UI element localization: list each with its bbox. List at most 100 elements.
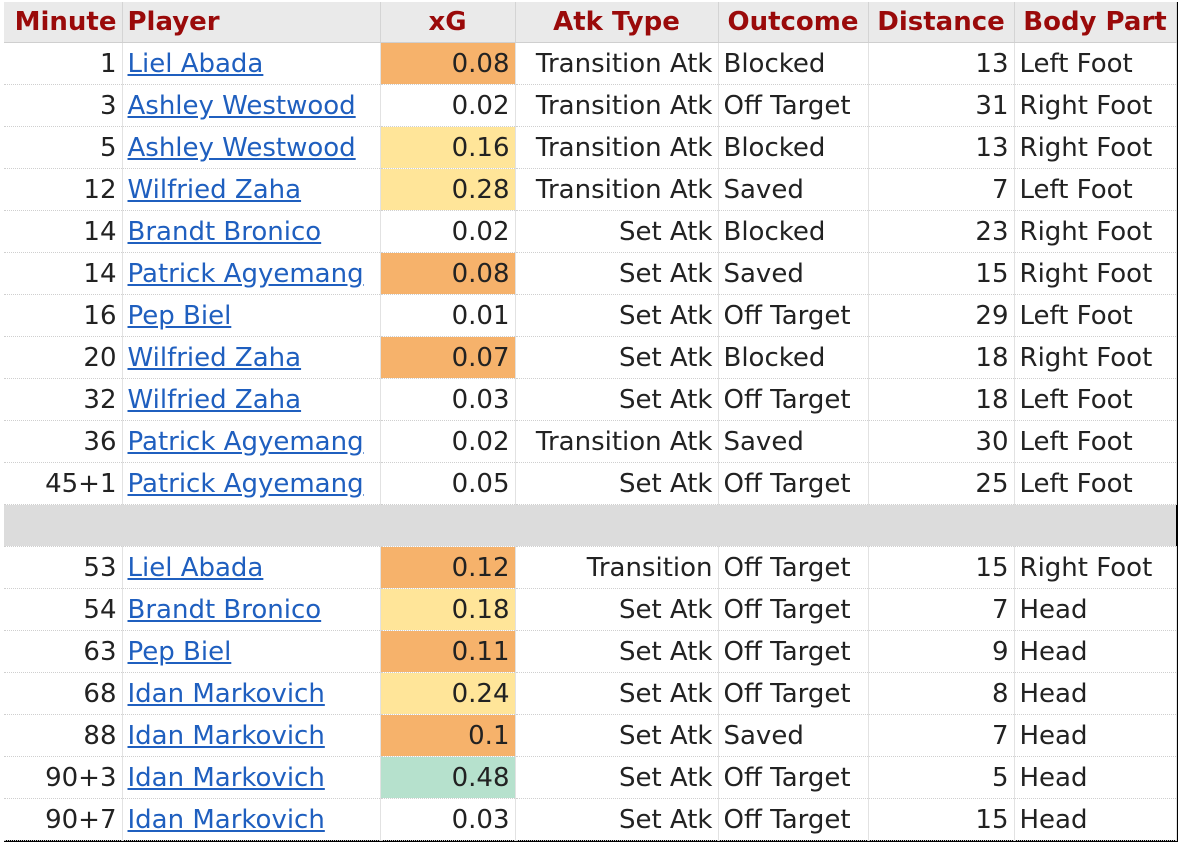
cell-distance: 7 xyxy=(868,588,1015,631)
cell-xg: 0.08 xyxy=(380,42,516,85)
cell-minute: 53 xyxy=(4,546,123,589)
column-header-player[interactable]: Player xyxy=(122,2,381,43)
cell-xg: 0.03 xyxy=(380,378,516,421)
cell-body-part: Left Foot xyxy=(1014,378,1177,421)
cell-xg: 0.02 xyxy=(380,420,516,463)
cell-atk-type: Set Atk xyxy=(515,588,719,631)
cell-player: Wilfried Zaha xyxy=(122,336,381,379)
player-link[interactable]: Brandt Bronico xyxy=(127,216,322,247)
cell-player: Ashley Westwood xyxy=(122,84,381,127)
column-header-body-part[interactable]: Body Part xyxy=(1014,2,1177,43)
player-link[interactable]: Liel Abada xyxy=(127,48,264,79)
player-link[interactable]: Wilfried Zaha xyxy=(127,174,302,205)
player-link[interactable]: Ashley Westwood xyxy=(127,132,356,163)
cell-player: Liel Abada xyxy=(122,546,381,589)
cell-player: Wilfried Zaha xyxy=(122,378,381,421)
player-link[interactable]: Idan Markovich xyxy=(127,804,325,835)
cell-minute: 36 xyxy=(4,420,123,463)
cell-body-part: Right Foot xyxy=(1014,252,1177,295)
cell-xg: 0.16 xyxy=(380,126,516,169)
player-link[interactable]: Pep Biel xyxy=(127,636,232,667)
cell-distance: 13 xyxy=(868,42,1015,85)
player-link[interactable]: Idan Markovich xyxy=(127,678,325,709)
cell-xg: 0.02 xyxy=(380,84,516,127)
cell-distance: 8 xyxy=(868,672,1015,715)
column-header-distance[interactable]: Distance xyxy=(868,2,1015,43)
table-row: 88 Idan Markovich 0.1 Set Atk Saved 7 Head xyxy=(4,714,1177,757)
cell-body-part: Right Foot xyxy=(1014,546,1177,589)
table-row: 20 Wilfried Zaha 0.07 Set Atk Blocked 18 Right… xyxy=(4,336,1177,379)
cell-xg: 0.05 xyxy=(380,462,516,505)
cell-body-part: Left Foot xyxy=(1014,42,1177,85)
cell-distance: 15 xyxy=(868,252,1015,295)
cell-atk-type: Transition Atk xyxy=(515,168,719,211)
player-link[interactable]: Pep Biel xyxy=(127,300,232,331)
cell-outcome: Off Target xyxy=(718,756,869,799)
table-row: 5 Ashley Westwood 0.16 Transition Atk Blocke… xyxy=(4,126,1177,169)
table-row: 14 Brandt Bronico 0.02 Set Atk Blocked 23 Righ… xyxy=(4,210,1177,253)
table-row: 36 Patrick Agyemang 0.02 Transition Atk Save… xyxy=(4,420,1177,463)
table-row: 54 Brandt Bronico 0.18 Set Atk Off Target 7 He… xyxy=(4,588,1177,631)
player-link[interactable]: Brandt Bronico xyxy=(127,594,322,625)
cell-minute: 32 xyxy=(4,378,123,421)
cell-minute: 14 xyxy=(4,210,123,253)
cell-atk-type: Transition Atk xyxy=(515,84,719,127)
cell-xg: 0.07 xyxy=(380,336,516,379)
table-row: 3 Ashley Westwood 0.02 Transition Atk Off Ta… xyxy=(4,84,1177,127)
cell-outcome: Off Target xyxy=(718,462,869,505)
cell-xg: 0.12 xyxy=(380,546,516,589)
cell-body-part: Right Foot xyxy=(1014,210,1177,253)
cell-player: Pep Biel xyxy=(122,294,381,337)
cell-player: Brandt Bronico xyxy=(122,588,381,631)
cell-outcome: Saved xyxy=(718,714,869,757)
cell-xg: 0.28 xyxy=(380,168,516,211)
cell-xg: 0.02 xyxy=(380,210,516,253)
column-header-minute[interactable]: Minute xyxy=(4,2,123,43)
cell-body-part: Head xyxy=(1014,588,1177,631)
cell-xg: 0.18 xyxy=(380,588,516,631)
cell-atk-type: Set Atk xyxy=(515,672,719,715)
column-header-atk-type[interactable]: Atk Type xyxy=(515,2,719,43)
cell-player: Patrick Agyemang xyxy=(122,252,381,295)
player-link[interactable]: Idan Markovich xyxy=(127,720,325,751)
cell-body-part: Right Foot xyxy=(1014,126,1177,169)
cell-minute: 16 xyxy=(4,294,123,337)
cell-player: Patrick Agyemang xyxy=(122,420,381,463)
table-row: 16 Pep Biel 0.01 Set Atk Off Target 29 Left Fo… xyxy=(4,294,1177,337)
cell-distance: 5 xyxy=(868,756,1015,799)
cell-body-part: Left Foot xyxy=(1014,462,1177,505)
cell-minute: 3 xyxy=(4,84,123,127)
cell-body-part: Head xyxy=(1014,630,1177,673)
table-row: 45+1 Patrick Agyemang 0.05 Set Atk Off Targe… xyxy=(4,462,1177,505)
shots-table: Minute Player xG Atk Type Outcome Distan… xyxy=(4,2,1177,841)
player-link[interactable]: Idan Markovich xyxy=(127,762,325,793)
cell-atk-type: Set Atk xyxy=(515,294,719,337)
column-header-xg[interactable]: xG xyxy=(380,2,516,43)
header-row: Minute Player xG Atk Type Outcome Distan… xyxy=(4,2,1177,43)
player-link[interactable]: Liel Abada xyxy=(127,552,264,583)
player-link[interactable]: Patrick Agyemang xyxy=(127,258,364,289)
player-link[interactable]: Ashley Westwood xyxy=(127,90,356,121)
cell-xg: 0.24 xyxy=(380,672,516,715)
cell-xg: 0.03 xyxy=(380,798,516,841)
player-link[interactable]: Patrick Agyemang xyxy=(127,426,364,457)
cell-atk-type: Set Atk xyxy=(515,462,719,505)
cell-player: Patrick Agyemang xyxy=(122,462,381,505)
cell-player: Pep Biel xyxy=(122,630,381,673)
player-link[interactable]: Wilfried Zaha xyxy=(127,342,302,373)
cell-distance: 18 xyxy=(868,336,1015,379)
cell-atk-type: Transition Atk xyxy=(515,420,719,463)
cell-player: Ashley Westwood xyxy=(122,126,381,169)
cell-body-part: Head xyxy=(1014,714,1177,757)
cell-body-part: Right Foot xyxy=(1014,84,1177,127)
cell-atk-type: Set Atk xyxy=(515,756,719,799)
player-link[interactable]: Wilfried Zaha xyxy=(127,384,302,415)
player-link[interactable]: Patrick Agyemang xyxy=(127,468,364,499)
shots-table-container: Minute Player xG Atk Type Outcome Distan… xyxy=(4,2,1178,842)
table-row: 53 Liel Abada 0.12 Transition Off Target 15 Ri… xyxy=(4,546,1177,589)
cell-outcome: Off Target xyxy=(718,630,869,673)
cell-body-part: Left Foot xyxy=(1014,294,1177,337)
column-header-outcome[interactable]: Outcome xyxy=(718,2,869,43)
cell-xg: 0.48 xyxy=(380,756,516,799)
cell-atk-type: Set Atk xyxy=(515,630,719,673)
